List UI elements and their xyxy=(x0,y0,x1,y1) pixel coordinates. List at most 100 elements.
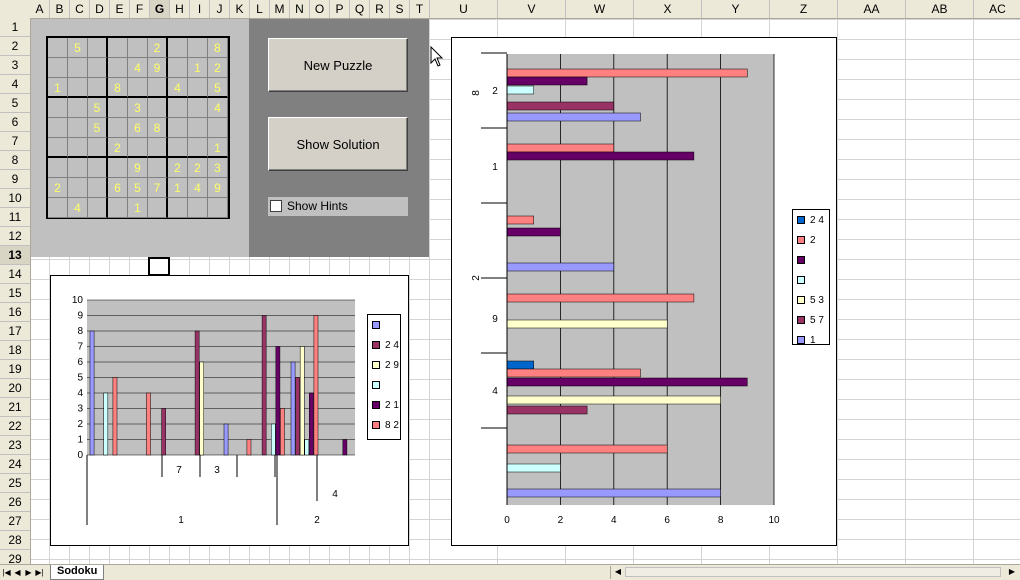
column-header-z[interactable]: Z xyxy=(770,0,838,18)
bar-chart[interactable]: 0 2 4 6 8 10 2 1 9 4 8 2 2 4 2 5 3 5 7 1 xyxy=(451,37,837,546)
sudoku-cell[interactable]: 2 xyxy=(148,38,168,58)
sudoku-cell[interactable]: 2 xyxy=(108,138,128,158)
row-header-27[interactable]: 27 xyxy=(0,512,30,531)
sudoku-cell[interactable] xyxy=(188,98,208,118)
column-header-p[interactable]: P xyxy=(330,0,350,18)
horizontal-scrollbar[interactable]: ◀ ▶ xyxy=(610,566,1020,579)
sudoku-cell[interactable] xyxy=(148,158,168,178)
row-header-11[interactable]: 11 xyxy=(0,208,30,227)
column-header-k[interactable]: K xyxy=(230,0,250,18)
prev-sheet-icon[interactable]: ◀ xyxy=(14,568,21,577)
column-header-e[interactable]: E xyxy=(110,0,130,18)
sudoku-cell[interactable]: 9 xyxy=(128,158,148,178)
new-puzzle-button[interactable]: New Puzzle xyxy=(268,38,408,92)
sudoku-cell[interactable]: 1 xyxy=(208,138,228,158)
sudoku-cell[interactable]: 4 xyxy=(168,78,188,98)
column-header-w[interactable]: W xyxy=(566,0,634,18)
row-header-16[interactable]: 16 xyxy=(0,303,30,322)
sudoku-cell[interactable] xyxy=(88,38,108,58)
sudoku-cell[interactable] xyxy=(48,58,68,78)
sudoku-cell[interactable]: 2 xyxy=(208,58,228,78)
sudoku-cell[interactable] xyxy=(88,178,108,198)
show-hints-control[interactable] xyxy=(268,197,408,216)
column-header-ac[interactable]: AC xyxy=(974,0,1020,18)
active-cell[interactable] xyxy=(148,257,170,276)
row-header-22[interactable]: 22 xyxy=(0,417,30,436)
column-header-s[interactable]: S xyxy=(390,0,410,18)
sudoku-cell[interactable]: 1 xyxy=(168,178,188,198)
row-header-4[interactable]: 4 xyxy=(0,75,30,94)
row-header-21[interactable]: 21 xyxy=(0,398,30,417)
sudoku-cell[interactable] xyxy=(168,38,188,58)
sudoku-cell[interactable] xyxy=(48,138,68,158)
sudoku-cell[interactable]: 8 xyxy=(208,38,228,58)
sudoku-cell[interactable]: 9 xyxy=(208,178,228,198)
sudoku-cell[interactable]: 2 xyxy=(188,158,208,178)
column-header-aa[interactable]: AA xyxy=(838,0,906,18)
sudoku-cell[interactable] xyxy=(88,78,108,98)
sudoku-cell[interactable]: 4 xyxy=(68,198,88,218)
sudoku-cell[interactable] xyxy=(108,198,128,218)
sheet-tab-sodoku[interactable]: Sodoku xyxy=(50,565,105,580)
sudoku-cell[interactable] xyxy=(68,158,88,178)
row-header-17[interactable]: 17 xyxy=(0,322,30,341)
sudoku-cell[interactable]: 2 xyxy=(48,178,68,198)
column-header-c[interactable]: C xyxy=(70,0,90,18)
sudoku-cell[interactable] xyxy=(68,78,88,98)
last-sheet-icon[interactable]: ▶| xyxy=(35,568,44,577)
next-sheet-icon[interactable]: ▶ xyxy=(25,568,32,577)
column-header-x[interactable]: X xyxy=(634,0,702,18)
row-header-6[interactable]: 6 xyxy=(0,113,30,132)
sudoku-cell[interactable] xyxy=(48,98,68,118)
sudoku-cell[interactable] xyxy=(188,138,208,158)
sudoku-cell[interactable]: 6 xyxy=(108,178,128,198)
sudoku-cell[interactable]: 7 xyxy=(148,178,168,198)
column-header-l[interactable]: L xyxy=(250,0,270,18)
row-header-25[interactable]: 25 xyxy=(0,474,30,493)
column-header-j[interactable]: J xyxy=(210,0,230,18)
show-solution-button[interactable]: Show Solution xyxy=(268,117,408,171)
sudoku-cell[interactable]: 8 xyxy=(148,118,168,138)
sudoku-cell[interactable]: 3 xyxy=(208,158,228,178)
sudoku-cell[interactable] xyxy=(168,58,188,78)
sudoku-cell[interactable] xyxy=(208,118,228,138)
show-hints-checkbox[interactable] xyxy=(270,200,282,212)
sudoku-cell[interactable] xyxy=(108,38,128,58)
sudoku-cell[interactable] xyxy=(168,138,188,158)
sudoku-cell[interactable] xyxy=(48,198,68,218)
row-header-18[interactable]: 18 xyxy=(0,341,30,360)
row-header-7[interactable]: 7 xyxy=(0,132,30,151)
row-header-19[interactable]: 19 xyxy=(0,360,30,379)
row-header-3[interactable]: 3 xyxy=(0,56,30,75)
sudoku-cell[interactable]: 1 xyxy=(128,198,148,218)
sudoku-cell[interactable] xyxy=(108,98,128,118)
column-header-q[interactable]: Q xyxy=(350,0,370,18)
sudoku-cell[interactable] xyxy=(188,38,208,58)
sudoku-cell[interactable] xyxy=(168,118,188,138)
column-header-i[interactable]: I xyxy=(190,0,210,18)
sudoku-cell[interactable]: 1 xyxy=(188,58,208,78)
sudoku-cell[interactable] xyxy=(168,98,188,118)
sudoku-cell[interactable]: 4 xyxy=(208,98,228,118)
sudoku-cell[interactable]: 2 xyxy=(168,158,188,178)
sudoku-cell[interactable] xyxy=(68,98,88,118)
sudoku-cell[interactable]: 3 xyxy=(128,98,148,118)
column-header-a[interactable]: A xyxy=(30,0,50,18)
column-header-b[interactable]: B xyxy=(50,0,70,18)
row-header-23[interactable]: 23 xyxy=(0,436,30,455)
sudoku-cell[interactable] xyxy=(208,198,228,218)
sudoku-cell[interactable] xyxy=(68,118,88,138)
sudoku-cell[interactable]: 1 xyxy=(48,78,68,98)
row-header-24[interactable]: 24 xyxy=(0,455,30,474)
sudoku-cell[interactable] xyxy=(48,158,68,178)
sudoku-cell[interactable] xyxy=(128,38,148,58)
row-header-5[interactable]: 5 xyxy=(0,94,30,113)
sudoku-cell[interactable] xyxy=(88,138,108,158)
column-chart[interactable]: 0 1 2 3 4 5 6 7 8 9 10 7 3 4 1 2 2 4 2 9 2 1 8 2 xyxy=(50,275,409,546)
sudoku-cell[interactable] xyxy=(148,78,168,98)
sudoku-cell[interactable] xyxy=(108,158,128,178)
scroll-thumb[interactable] xyxy=(625,567,1001,577)
column-header-o[interactable]: O xyxy=(310,0,330,18)
sudoku-cell[interactable] xyxy=(148,98,168,118)
